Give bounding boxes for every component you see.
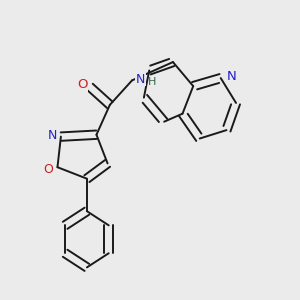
Text: N: N [226,70,236,83]
Text: O: O [77,79,88,92]
Text: O: O [44,163,54,176]
Text: N: N [47,129,57,142]
Text: H: H [148,77,157,87]
Text: N: N [136,73,145,86]
